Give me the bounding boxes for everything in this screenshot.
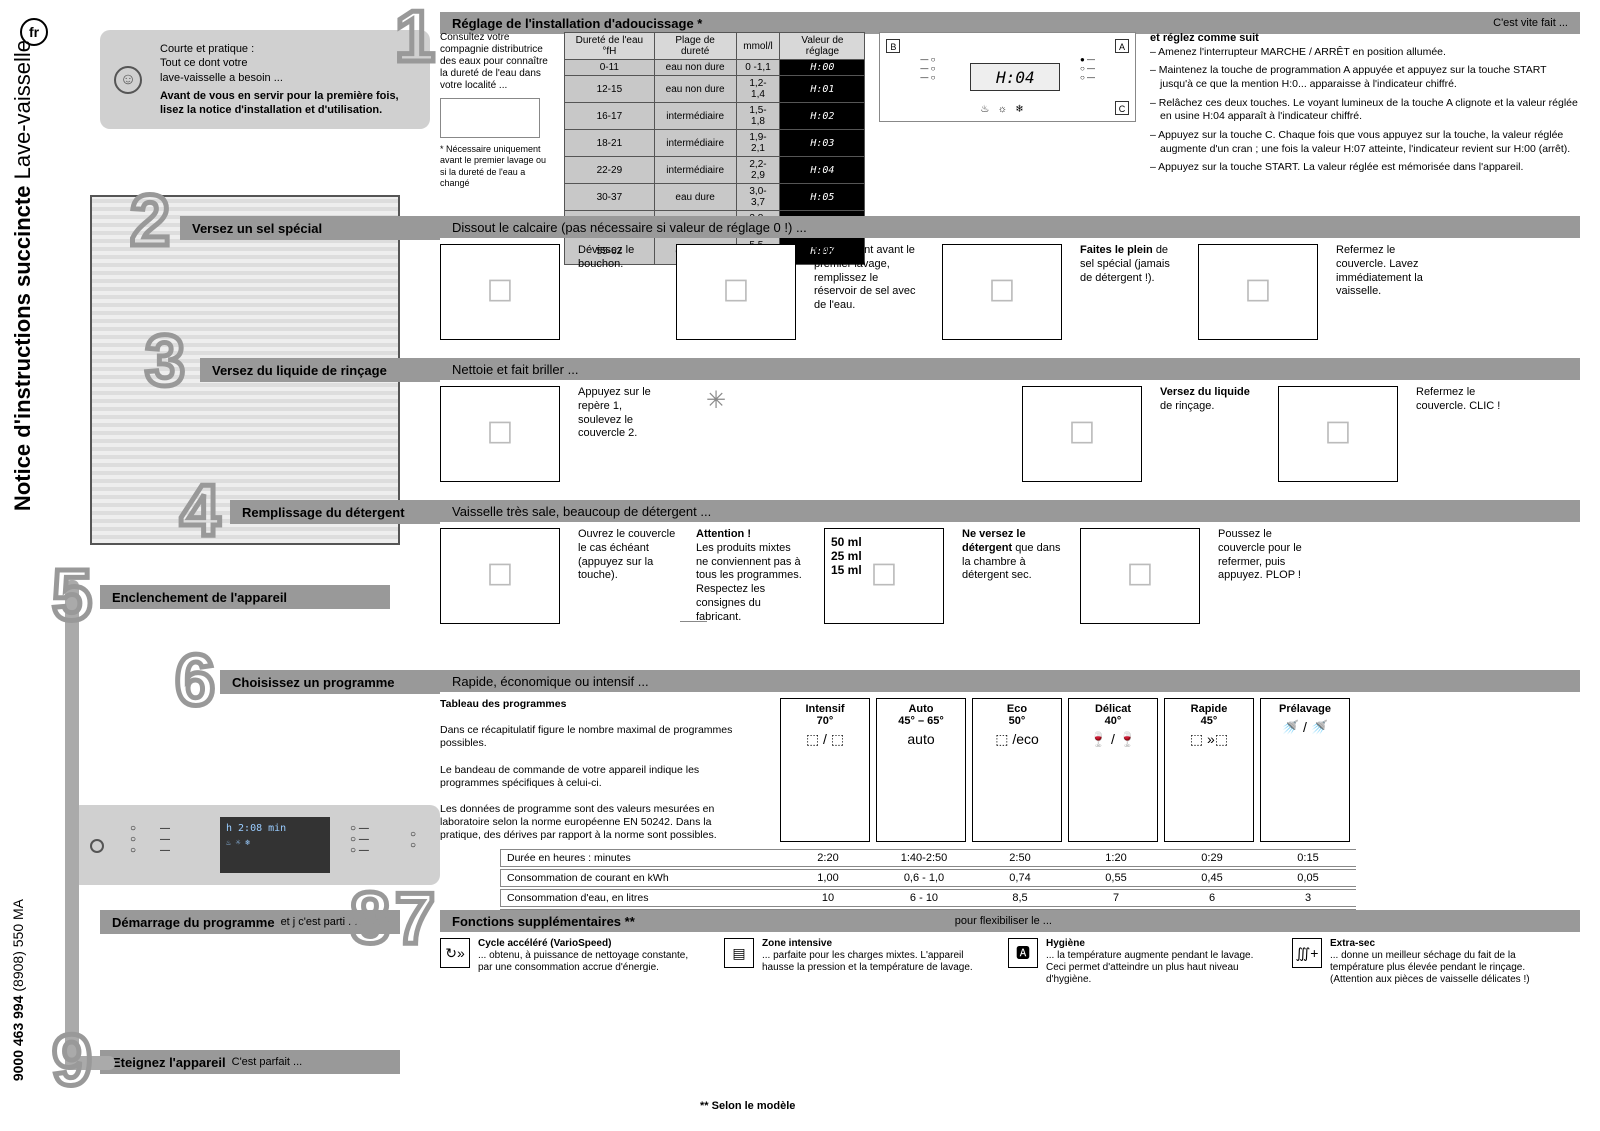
program-head: Intensif70°⬚ / ⬚ (780, 698, 870, 842)
step9-label: Eteignez l'appareilC'est parfait ... (100, 1050, 400, 1074)
fig-pour-rinse (1022, 386, 1142, 482)
step2-row: Dévissez le bouchon. Uniquement avant le… (440, 244, 1580, 340)
fig-add-salt (942, 244, 1062, 340)
program-head: Prélavage🚿 / 🚿 (1260, 698, 1350, 842)
step2-label: Versez un sel spécial (180, 216, 440, 240)
function-icon: ∭+ (1292, 938, 1322, 968)
step4-row: Ouvrez le couvercle le cas échéant (appu… (440, 528, 1580, 624)
fig-open-rinse (440, 386, 560, 482)
program-table-block: Tableau des programmes Dans ce récapitul… (440, 698, 1580, 928)
document-number: 9000 463 994 (8908) 550 MA (10, 899, 26, 1081)
step3-label: Versez du liquide de rinçage (200, 358, 440, 382)
fig-open-detergent (440, 528, 560, 624)
extra-function: ↻»Cycle accéléré (VarioSpeed)... obtenu,… (440, 938, 700, 986)
program-row: Consommation d'eau, en litres106 - 108,5… (440, 888, 1580, 908)
function-icon: ↻» (440, 938, 470, 968)
panel-diagram: A B C H:04 — ○— ○— ○ ● —○ —○ — ♨ ☼ ❄ (879, 32, 1136, 122)
smiley-icon: ☺ (114, 66, 142, 94)
step1-content: Consultez votre compagnie distributrice … (440, 32, 1580, 207)
step7-header: Fonctions supplémentaires ** pour flexib… (440, 910, 1580, 932)
function-icon: 🅰 (1008, 938, 1038, 968)
program-head: Eco50°⬚ /eco (972, 698, 1062, 842)
manual-page: fr Notice d'instructions succincte Lave-… (0, 0, 1600, 1131)
step4-label: Remplissage du détergent (230, 500, 440, 524)
step4-sub: Vaisselle très sale, beaucoup de déterge… (440, 500, 1580, 522)
footnote-model: ** Selon le modèle (700, 1100, 795, 1112)
fig-close-detergent (1080, 528, 1200, 624)
function-icon: ▤ (724, 938, 754, 968)
program-head: Rapide45°⬚ »⬚ (1164, 698, 1254, 842)
fig-detergent-levels: 50 ml 25 ml 15 ml (824, 528, 944, 624)
panel-display: h 2:08 min ♨ ☼ ❄ (220, 817, 330, 873)
step3-row: Appuyez sur le repère 1, soulevez le cou… (440, 386, 1580, 482)
sparkle-icon: ✳ (686, 386, 746, 482)
tablet-icon: ⎯⎯⎯ (680, 610, 707, 631)
program-head: Auto45° – 65°auto (876, 698, 966, 842)
settings-steps: – Amenez l'interrupteur MARCHE / ARRÊT e… (1150, 46, 1580, 175)
step5-label: Enclenchement de l'appareil (100, 585, 390, 609)
fig-fill-water (676, 244, 796, 340)
intro-box: ☺ Courte et pratique : Tout ce dont votr… (100, 30, 430, 129)
extra-function: ▤Zone intensive... parfaite pour les cha… (724, 938, 984, 986)
step3-sub: Nettoie et fait briller ... (440, 358, 1580, 380)
fig-unscrew-cap (440, 244, 560, 340)
document-title-vertical: Notice d'instructions succincte Lave-vai… (10, 40, 36, 511)
program-row: Consommation de courant en kWh1,000,6 - … (440, 868, 1580, 888)
fig-close-cap (1198, 244, 1318, 340)
control-panel-illustration: ○○○ ——— h 2:08 min ♨ ☼ ❄ ○ —○ —○ — ○○ (70, 805, 440, 885)
program-row: Durée en heures : minutes2:201:40-2:502:… (440, 848, 1580, 868)
extra-functions: ↻»Cycle accéléré (VarioSpeed)... obtenu,… (440, 938, 1580, 986)
extra-function: ∭+Extra-sec... donne un meilleur séchage… (1292, 938, 1552, 986)
extra-function: 🅰Hygiène... la température augmente pend… (1008, 938, 1268, 986)
step6-sub: Rapide, économique ou intensif ... (440, 670, 1580, 692)
step6-label: Choisissez un programme (220, 670, 440, 694)
program-head: Délicat40°🍷 / 🍷 (1068, 698, 1158, 842)
step1-header: Réglage de l'installation d'adoucissage … (440, 12, 1580, 34)
step2-sub: Dissout le calcaire (pas nécessaire si v… (440, 216, 1580, 238)
fig-close-rinse (1278, 386, 1398, 482)
